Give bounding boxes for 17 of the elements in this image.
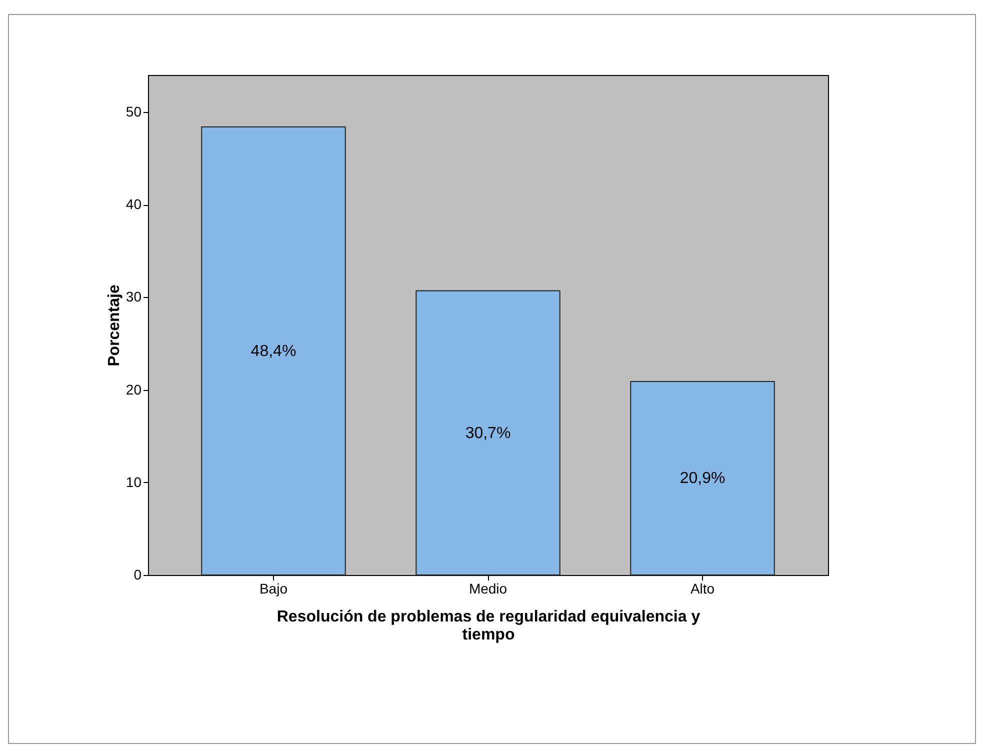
data-label: 30,7%	[465, 424, 511, 442]
y-tick-label: 40	[126, 196, 142, 212]
y-tick-label: 50	[126, 104, 142, 120]
bar	[416, 290, 560, 576]
bar	[201, 126, 346, 576]
y-tick-label: 0	[134, 566, 142, 582]
y-tick-label: 30	[126, 288, 142, 305]
y-axis-title: Porcentaje	[106, 284, 123, 366]
bar	[630, 380, 775, 576]
data-label: 20,9%	[680, 470, 726, 488]
x-axis-title: Resolución de problemas de regularidad equivalencia y tiempo	[276, 608, 700, 644]
y-tick-label: 20	[126, 381, 142, 398]
y-tick-label: 10	[126, 474, 142, 490]
x-tick-label: Alto	[690, 580, 715, 596]
data-label: 48,4%	[250, 342, 296, 360]
x-tick-label: Medio	[468, 580, 508, 596]
x-tick-label: Bajo	[259, 580, 288, 596]
